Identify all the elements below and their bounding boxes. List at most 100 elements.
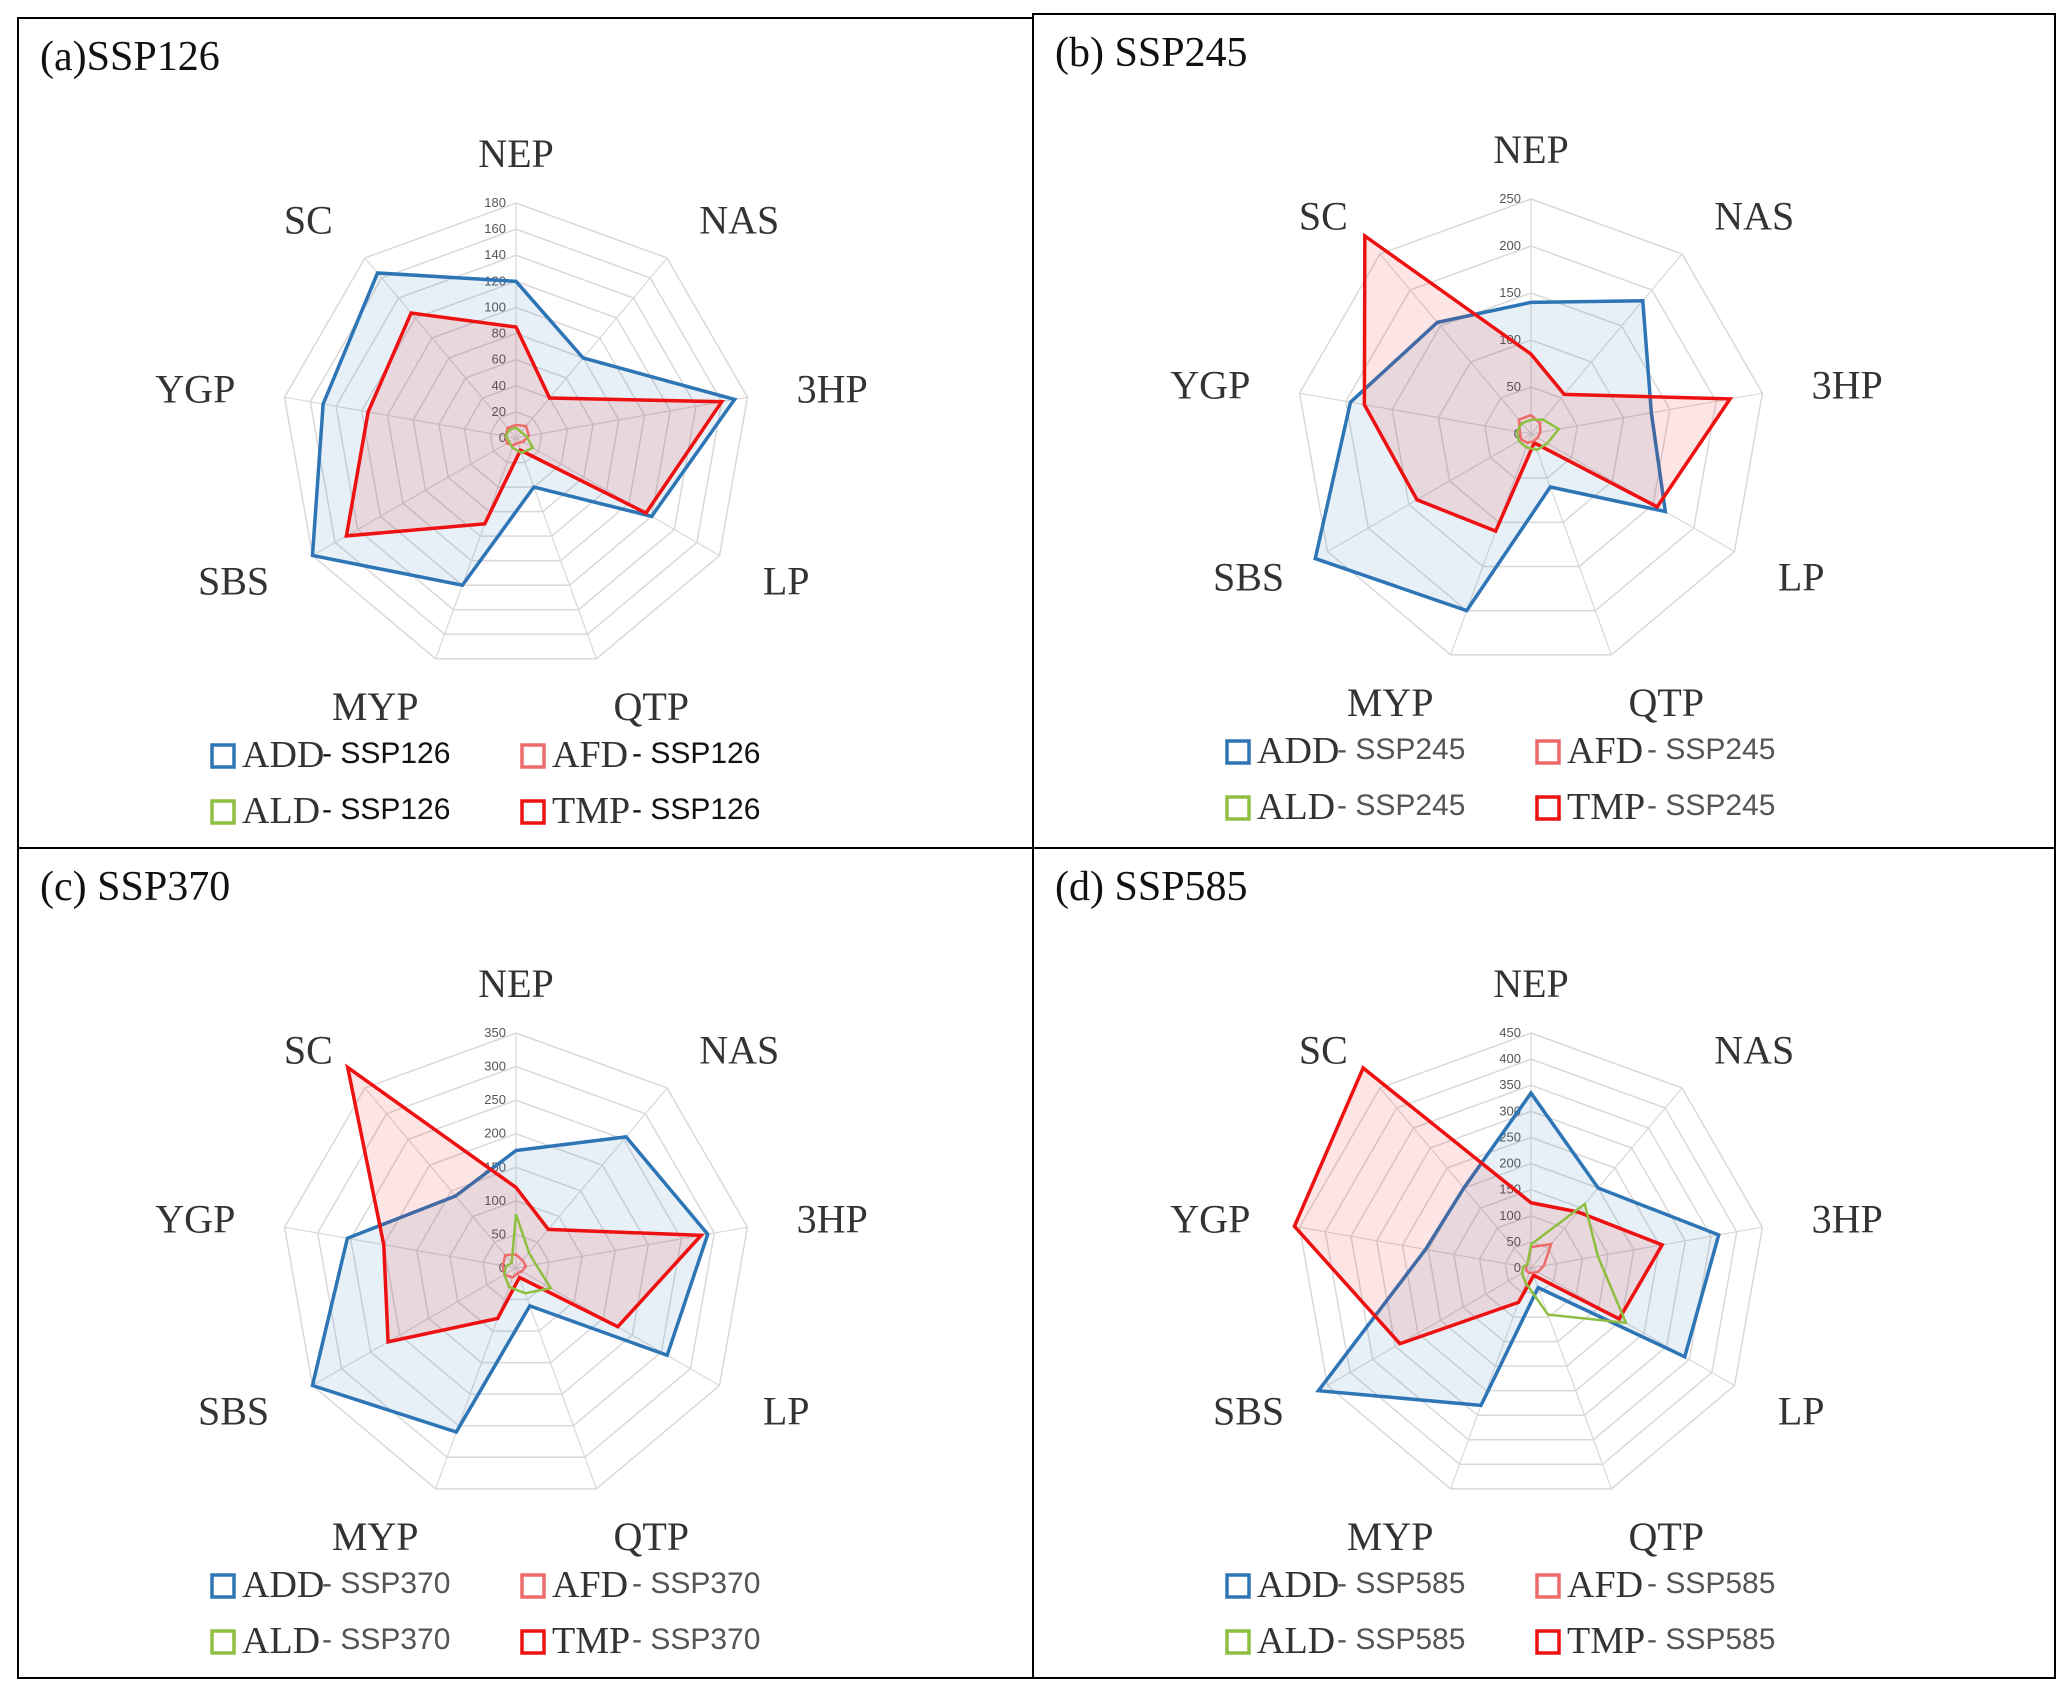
legend-label-add: ADD [1257, 730, 1339, 772]
axis-label-lp: LP [763, 559, 810, 604]
axis-label-sc: SC [284, 1028, 333, 1073]
axis-label-qtp: QTP [613, 684, 689, 729]
series-ald [504, 426, 535, 455]
axis-label-3hp: 3HP [797, 1197, 868, 1242]
legend-label-afd: AFD [552, 734, 628, 776]
axis-label-sbs: SBS [198, 1389, 269, 1434]
grid-ring [386, 306, 646, 562]
grid-ring [283, 1032, 749, 1490]
tick-label: 150 [1499, 1182, 1521, 1197]
grid-spoke [1530, 433, 1612, 656]
tick-label: 350 [484, 1025, 506, 1040]
tick-label: 50 [1507, 379, 1521, 394]
legend-scenario: - SSP126 [322, 737, 450, 770]
series-ald [503, 1213, 553, 1295]
axis-label-myp: MYP [1347, 1514, 1434, 1559]
axis-label-ygp: YGP [1170, 363, 1250, 408]
grid-spoke [1327, 1267, 1532, 1387]
panel-border [1032, 847, 2056, 1679]
tick-label: 20 [492, 404, 506, 419]
grid-ring [349, 1099, 683, 1427]
grid-spoke [1530, 1267, 1612, 1490]
legend-scenario: - SSP245 [1337, 789, 1465, 822]
legend-label-tmp: TMP [552, 1620, 630, 1662]
grid-ring [412, 332, 620, 537]
tick-label: 200 [1499, 1156, 1521, 1171]
legend-scenario: - SSP585 [1647, 1567, 1775, 1600]
grid-ring [1298, 1032, 1764, 1490]
legend-swatch-add [1225, 1573, 1251, 1599]
series-tmp [344, 311, 725, 538]
tick-label: 300 [484, 1059, 506, 1074]
tick-label: 180 [484, 195, 506, 210]
legend-swatch-ald [1225, 1629, 1251, 1655]
panel-title: (c) SSP370 [40, 864, 230, 910]
grid-ring [283, 202, 749, 660]
tick-label: 100 [484, 299, 506, 314]
legend-swatch-afd [1535, 739, 1561, 765]
legend-scenario: - SSP585 [1337, 1567, 1465, 1600]
legend-scenario: - SSP370 [632, 1623, 760, 1656]
legend-scenario: - SSP126 [632, 793, 760, 826]
grid-ring [1401, 1136, 1661, 1392]
grid-spoke [435, 1267, 517, 1490]
tick-label: 50 [492, 1226, 506, 1241]
tick-label: 250 [1499, 191, 1521, 206]
axis-label-3hp: 3HP [797, 367, 868, 412]
grid-ring [1391, 292, 1671, 568]
legend-scenario: - SSP126 [322, 793, 450, 826]
tick-label: 140 [484, 247, 506, 262]
grid-spoke [1530, 1226, 1763, 1269]
axis-label-nas: NAS [699, 198, 779, 243]
legend-scenario: - SSP245 [1647, 789, 1775, 822]
grid-spoke [364, 1087, 517, 1269]
legend-swatch-tmp [1535, 795, 1561, 821]
series-add [1313, 299, 1668, 613]
tick-label: 200 [1499, 238, 1521, 253]
legend-swatch-tmp [520, 799, 546, 825]
legend-label-add: ADD [242, 1564, 324, 1606]
legend-swatch-ald [1225, 795, 1251, 821]
grid-ring [335, 254, 697, 611]
axis-label-3hp: 3HP [1812, 363, 1883, 408]
grid-spoke [312, 1267, 517, 1387]
axis-label-lp: LP [1778, 555, 1825, 600]
tick-label: 250 [484, 1092, 506, 1107]
axis-label-sbs: SBS [198, 559, 269, 604]
legend-label-tmp: TMP [1567, 786, 1645, 828]
axis-label-qtp: QTP [1628, 680, 1704, 725]
grid-spoke [515, 257, 668, 439]
axis-label-nep: NEP [478, 961, 554, 1006]
radar-panel-3: (d) SSP585050100150200250300350400450NEP… [1032, 847, 2056, 1679]
grid-spoke [515, 396, 748, 439]
legend-swatch-afd [520, 1573, 546, 1599]
panel-title: (a)SSP126 [40, 34, 220, 80]
tick-label: 400 [1499, 1051, 1521, 1066]
series-add [310, 271, 738, 588]
legend-swatch-ald [210, 799, 236, 825]
panel-title: (b) SSP245 [1055, 30, 1248, 76]
grid-spoke [1299, 1226, 1532, 1269]
axis-label-ygp: YGP [155, 1197, 235, 1242]
legend-label-add: ADD [1257, 1564, 1339, 1606]
tick-label: 80 [492, 326, 506, 341]
grid-ring [1437, 339, 1625, 524]
legend-label-ald: ALD [242, 790, 320, 832]
grid-ring [1350, 1084, 1712, 1441]
grid-ring [1298, 198, 1764, 656]
tick-label: 450 [1499, 1025, 1521, 1040]
grid-ring [382, 1132, 650, 1395]
tick-label: 0 [499, 430, 506, 445]
axis-label-lp: LP [1778, 1389, 1825, 1434]
axis-label-3hp: 3HP [1812, 1197, 1883, 1242]
series-add [310, 1134, 710, 1435]
legend-swatch-tmp [520, 1629, 546, 1655]
legend-swatch-afd [1535, 1573, 1561, 1599]
legend-scenario: - SSP585 [1647, 1623, 1775, 1656]
axis-label-sbs: SBS [1213, 555, 1284, 600]
legend-scenario: - SSP370 [322, 1567, 450, 1600]
